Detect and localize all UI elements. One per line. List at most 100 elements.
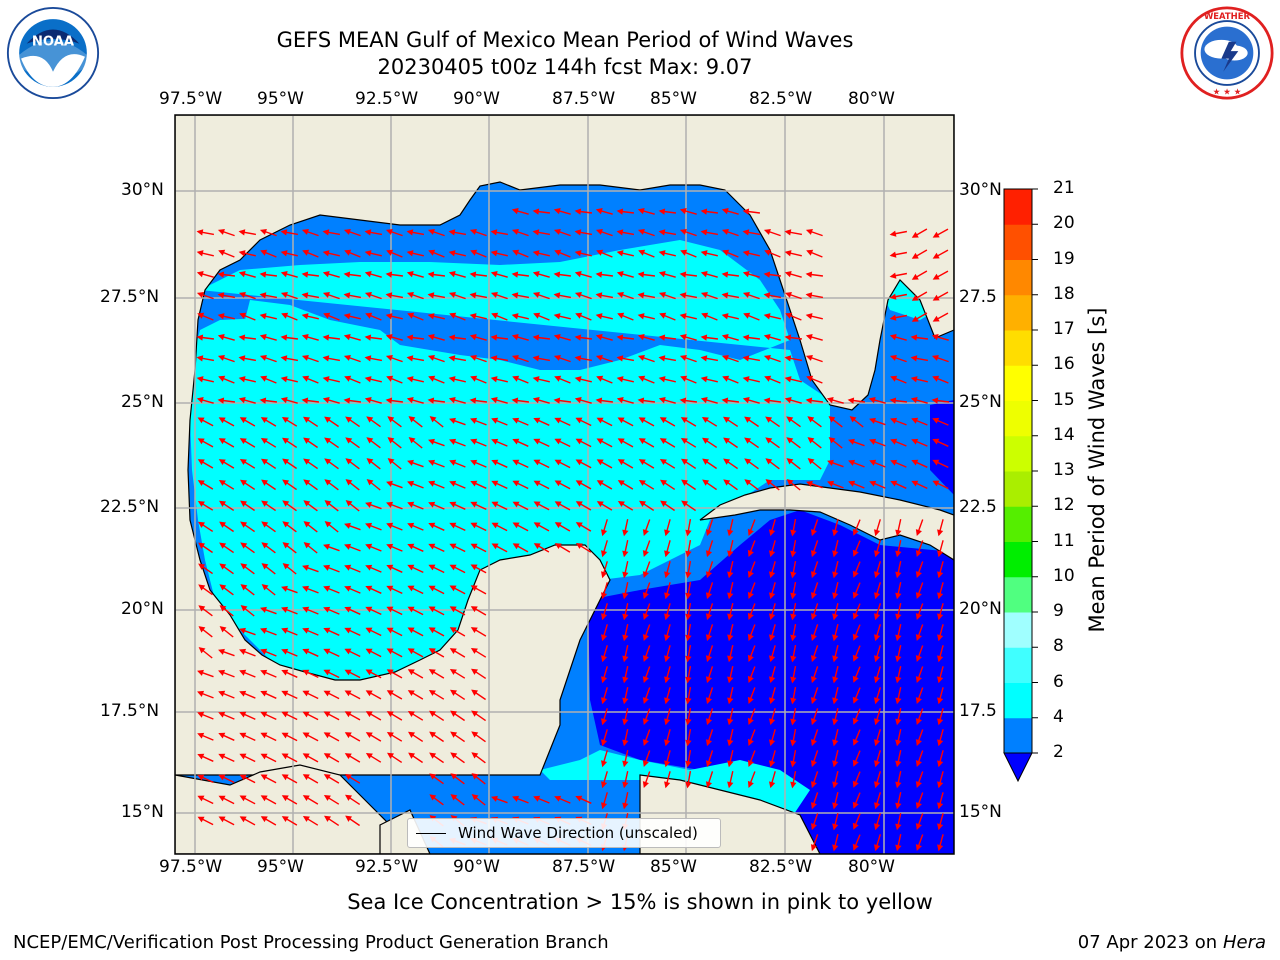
wave-arrow-head <box>301 354 309 361</box>
wave-arrow-head <box>324 500 332 507</box>
wave-arrow-head <box>301 333 309 341</box>
wave-arrow-head <box>931 354 939 361</box>
wave-arrow-head <box>553 354 561 361</box>
wave-arrow-head <box>449 480 457 487</box>
right-tick-label: 25°N <box>959 392 1002 412</box>
wave-arrow-head <box>303 458 311 465</box>
wave-arrow-head <box>642 697 649 704</box>
wave-arrow-head <box>810 718 817 726</box>
wave-arrow-head <box>915 760 922 767</box>
wave-arrow-head <box>386 606 394 613</box>
wave-arrow-head <box>574 270 582 278</box>
wave-arrow-head <box>406 250 414 257</box>
wave-arrow-head <box>937 781 944 789</box>
wave-arrow-head <box>261 500 269 507</box>
wave-arrow-head <box>889 272 897 279</box>
wave-arrow-head <box>702 458 710 465</box>
wave-arrow-head <box>281 669 289 676</box>
central-america-land <box>175 764 421 854</box>
wave-arrow-head <box>828 437 836 444</box>
svg-text:★ ★ ★: ★ ★ ★ <box>1213 86 1242 96</box>
wave-arrow-head <box>622 592 629 600</box>
wave-arrow-head <box>449 438 457 445</box>
wave-arrow-head <box>280 334 288 341</box>
wave-arrow-head <box>596 375 604 382</box>
wave-arrow-head <box>747 570 754 578</box>
bot-tick-label: 87.5°W <box>552 857 616 877</box>
wave-arrow-head <box>937 634 944 642</box>
wave-arrow-head <box>428 501 436 508</box>
wave-arrow-head <box>622 739 629 747</box>
wave-arrow-head <box>727 613 734 621</box>
wave-arrow-head <box>747 549 754 557</box>
wave-arrow-head <box>449 564 457 571</box>
wave-arrow-head <box>322 229 330 236</box>
wave-arrow-head <box>364 355 372 362</box>
wave-arrow-head <box>406 376 414 383</box>
wave-arrow-head <box>790 718 797 726</box>
wave-arrow-head <box>532 208 540 215</box>
wave-arrow-head <box>890 438 898 445</box>
wave-arrow-head <box>217 228 225 235</box>
wave-arrow-head <box>196 334 204 341</box>
wave-arrow-head <box>343 397 351 404</box>
wave-arrow-head <box>664 739 671 747</box>
wave-arrow-head <box>469 354 477 361</box>
wave-arrow-head <box>681 479 689 486</box>
wave-arrow-head <box>512 249 520 256</box>
wave-arrow-head <box>852 696 859 704</box>
wave-arrow-head <box>622 718 629 726</box>
wave-arrow-head <box>196 396 204 404</box>
wave-arrow-head <box>448 250 456 257</box>
wave-arrow-head <box>490 334 498 341</box>
wave-arrow-head <box>281 816 289 823</box>
wave-arrow-head <box>343 228 351 235</box>
wave-arrow-head <box>511 292 519 299</box>
wave-arrow-head <box>553 228 561 235</box>
wave-arrow-head <box>705 571 713 579</box>
wave-arrow-head <box>915 823 922 830</box>
wave-arrow-head <box>768 655 776 663</box>
wave-arrow-head <box>763 292 771 299</box>
wave-arrow-head <box>261 542 269 549</box>
nws-logo-icon: WEATHER ★ ★ ★ <box>1180 6 1274 100</box>
wave-arrow-head <box>764 375 772 382</box>
wave-arrow-head <box>450 689 458 696</box>
wave-arrow-head <box>932 480 940 487</box>
wave-arrow-head <box>324 815 332 822</box>
wave-arrow-head <box>512 375 520 382</box>
wave-arrow-head <box>218 459 226 466</box>
colorbar-tick-label: 2 <box>1053 742 1064 762</box>
wave-arrow-head <box>723 458 731 465</box>
wave-arrow-head <box>874 571 881 579</box>
wave-arrow-head <box>365 669 373 676</box>
wave-arrow-head <box>642 676 649 683</box>
wave-arrow-head <box>532 334 540 341</box>
wave-arrow-head <box>680 249 688 256</box>
wave-arrow-head <box>471 731 479 738</box>
wave-arrow-head <box>260 648 268 655</box>
wave-arrow-head <box>364 229 372 236</box>
wave-arrow-head <box>911 252 919 259</box>
wave-arrow-head <box>869 459 877 466</box>
wave-arrow-head <box>427 397 435 404</box>
wave-arrow-head <box>664 634 671 642</box>
wave-arrow-head <box>427 228 435 235</box>
wave-arrow-head <box>197 711 205 718</box>
wave-arrow-head <box>324 416 332 423</box>
wave-arrow-head <box>366 479 374 486</box>
graticule <box>175 115 954 854</box>
wave-arrow-head <box>705 697 713 705</box>
wave-arrow-head <box>601 739 608 747</box>
wave-arrow-head <box>574 291 582 298</box>
wave-arrow-head <box>681 458 689 465</box>
wave-arrow-head <box>747 591 754 599</box>
wave-arrow-head <box>345 458 353 465</box>
map-frame <box>174 114 955 855</box>
top-tick-label: 85°W <box>650 89 697 109</box>
wave-arrow-head <box>659 312 667 319</box>
wave-arrow-head <box>470 627 478 634</box>
wave-arrow-head <box>198 626 206 633</box>
wave-arrow-head <box>747 675 754 683</box>
